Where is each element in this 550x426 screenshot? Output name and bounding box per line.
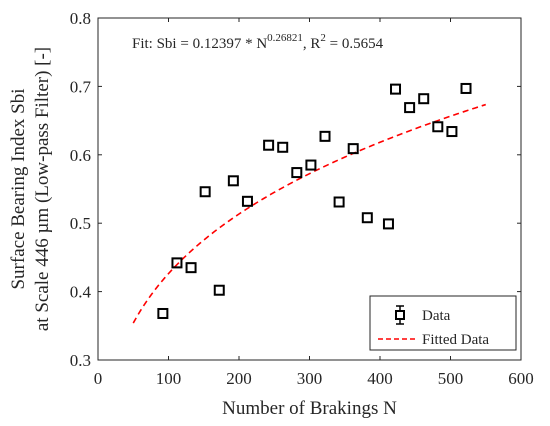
data-point: [291, 167, 303, 179]
axes-ticks: 0 100 200 300 400 500 600 0.3 0.4 0.5 0.6 0.7 0.8: [70, 9, 534, 388]
x-tick-label: 600: [508, 369, 534, 388]
data-point: [390, 83, 402, 95]
data-point: [460, 82, 472, 94]
x-tick-label: 300: [297, 369, 323, 388]
x-tick-label: 400: [367, 369, 393, 388]
fit-annotation-exponent: 0.26821: [267, 32, 303, 44]
fit-annotation-suffix: , R: [303, 36, 321, 52]
x-tick-label: 100: [156, 369, 182, 388]
data-point: [263, 139, 275, 151]
data-point: [333, 196, 345, 208]
legend: Data Fitted Data: [369, 295, 517, 351]
data-point: [185, 262, 197, 274]
x-axis-label: Number of Brakings N: [222, 398, 397, 419]
data-point: [319, 130, 331, 142]
data-point: [157, 307, 169, 319]
y-tick-label: 0.6: [70, 146, 91, 165]
data-point: [418, 93, 430, 105]
legend-entry-data: Data: [422, 308, 451, 324]
x-tick-label: 200: [226, 369, 252, 388]
fit-annotation-r2-value: = 0.5654: [326, 36, 384, 52]
x-tick-label: 500: [438, 369, 464, 388]
legend-box: [369, 295, 517, 351]
y-tick-label: 0.4: [70, 283, 92, 302]
data-point: [347, 143, 359, 155]
x-tick-label: 0: [94, 369, 103, 388]
legend-entry-fitted: Fitted Data: [422, 332, 489, 348]
fit-annotation-prefix: Fit: Sbi = 0.12397 * N: [132, 36, 267, 52]
y-axis-label-line2: at Scale 446 µm (Low-pass Filter) [-]: [32, 47, 53, 331]
data-point: [361, 212, 373, 224]
data-point: [227, 175, 239, 187]
data-point: [171, 257, 183, 269]
data-point: [432, 121, 444, 133]
y-tick-label: 0.8: [70, 9, 91, 28]
y-tick-label: 0.7: [70, 77, 92, 96]
data-point: [277, 141, 289, 153]
data-point: [446, 126, 458, 138]
data-point: [305, 159, 317, 171]
plot-area: [132, 82, 486, 324]
data-point: [382, 218, 394, 230]
fit-annotation: Fit: Sbi = 0.12397 * N0.26821, R2 = 0.56…: [132, 32, 384, 52]
data-point: [213, 284, 225, 296]
fit-annotation-r2-exp: 2: [320, 32, 326, 44]
fitted-curve: [132, 103, 486, 324]
data-point: [199, 186, 211, 198]
legend-data-marker: [395, 305, 405, 325]
y-tick-label: 0.5: [70, 214, 91, 233]
data-point: [404, 102, 416, 114]
data-point: [241, 195, 253, 207]
y-axis-label-line1: Surface Bearing Index Sbi: [8, 88, 29, 289]
y-tick-label: 0.3: [70, 351, 91, 370]
